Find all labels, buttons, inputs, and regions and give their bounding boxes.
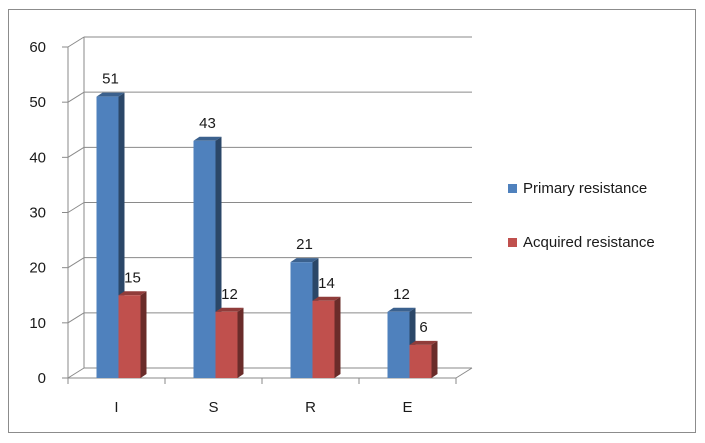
x-tick-label: I	[114, 399, 118, 416]
bar-top	[96, 92, 125, 97]
gridline-side	[67, 312, 85, 324]
data-label: 6	[419, 319, 427, 336]
gridline-side	[67, 367, 85, 379]
legend-swatch	[508, 238, 517, 247]
data-label: 12	[221, 286, 238, 303]
x-tick-label: S	[208, 399, 218, 416]
data-labels: 51 15 43 12 21 14 12 6	[102, 71, 428, 336]
legend-entry: Primary resistance	[508, 180, 647, 197]
x-tick-label: E	[402, 399, 412, 416]
bar-top	[215, 307, 244, 312]
legend-label: Primary resistance	[523, 180, 647, 197]
x-tick-label: R	[305, 399, 316, 416]
y-tick-label: 0	[38, 370, 46, 387]
bar-top	[118, 291, 147, 296]
floor-edge	[455, 367, 473, 379]
bar	[312, 296, 341, 378]
bar	[215, 307, 244, 378]
bar-front	[215, 311, 238, 378]
legend-label: Acquired resistance	[523, 234, 655, 251]
data-label: 15	[124, 269, 141, 286]
bar-side	[334, 296, 341, 378]
legend: Primary resistance Acquired resistance	[508, 180, 655, 251]
y-tick-label: 20	[29, 260, 46, 277]
bar-front	[118, 295, 141, 378]
bar-top	[312, 296, 341, 301]
bar	[409, 340, 438, 378]
data-label: 14	[318, 275, 335, 292]
bar-top	[290, 258, 319, 263]
data-label: 12	[393, 286, 410, 303]
bar-top	[387, 307, 416, 312]
data-label: 21	[296, 236, 313, 253]
gridline-side	[67, 146, 85, 158]
bar-front	[387, 311, 410, 378]
bar	[118, 291, 147, 378]
gridline-side	[67, 36, 85, 48]
bar-front	[312, 300, 335, 378]
bar-side	[237, 307, 244, 378]
bar-front	[290, 262, 313, 378]
y-tick-label: 50	[29, 94, 46, 111]
bar-top	[193, 136, 222, 141]
bar-front	[409, 344, 432, 378]
bar-front	[193, 140, 216, 378]
gridline-side	[67, 91, 85, 103]
bars	[96, 92, 438, 379]
bar-side	[431, 340, 438, 378]
legend-entry: Acquired resistance	[508, 234, 655, 251]
y-tick-label: 40	[29, 149, 46, 166]
legend-swatch	[508, 184, 517, 193]
bar-top	[409, 340, 438, 345]
bar-front	[96, 96, 119, 379]
gridline-side	[67, 202, 85, 213]
data-label: 51	[102, 71, 119, 88]
bar-side	[140, 291, 147, 378]
y-tick-label: 60	[29, 39, 46, 56]
y-tick-label: 30	[29, 205, 46, 222]
data-label: 43	[199, 115, 216, 132]
y-tick-label: 10	[29, 315, 46, 332]
gridline-side	[67, 257, 85, 269]
